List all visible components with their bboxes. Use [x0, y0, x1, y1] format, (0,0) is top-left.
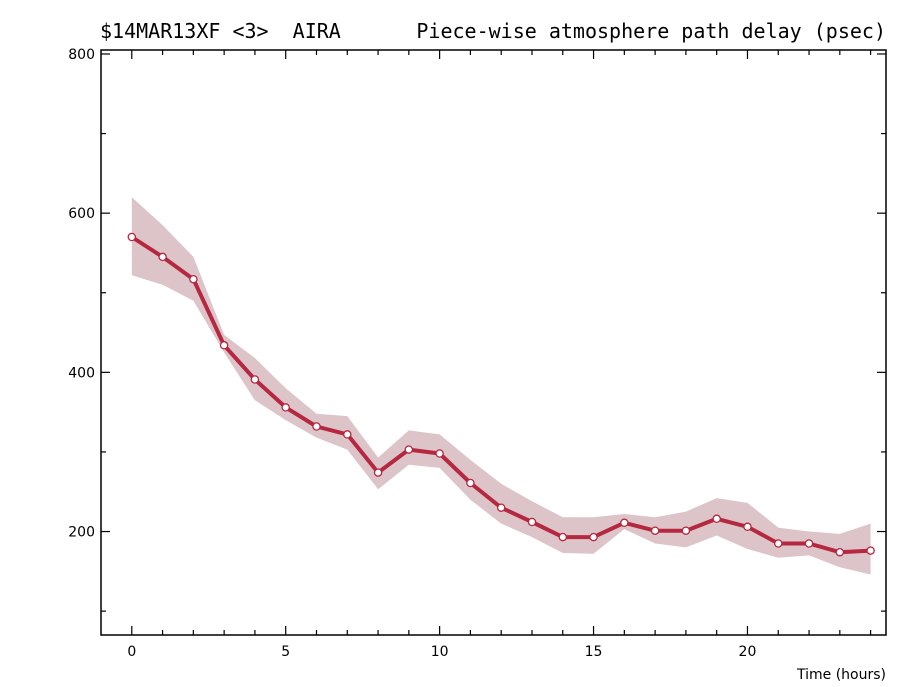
data-point — [866, 546, 875, 555]
data-point — [373, 468, 383, 477]
data-point — [250, 375, 260, 384]
data-point — [804, 539, 814, 548]
x-tick-label: 10 — [431, 644, 449, 660]
y-tick-label: 400 — [68, 365, 95, 381]
data-point — [774, 539, 783, 548]
data-point — [312, 422, 321, 431]
data-point — [558, 532, 568, 542]
y-tick-label: 200 — [68, 525, 95, 541]
axis-ticks: 0 5 10 15 20 200 400 600 800 — [68, 47, 886, 660]
data-point — [620, 518, 629, 528]
data-point — [343, 430, 352, 439]
data-point — [496, 503, 506, 512]
chart-title: Piece-wise atmosphere path delay (psec) — [416, 19, 886, 43]
y-tick-label: 600 — [68, 206, 95, 222]
data-point — [158, 252, 167, 262]
data-point — [435, 449, 444, 458]
confidence-band — [131, 197, 871, 575]
data-point — [712, 514, 721, 524]
plot-frame — [100, 49, 887, 636]
data-point — [219, 341, 229, 350]
data-point — [281, 403, 290, 412]
data-point — [589, 532, 598, 542]
data-point-layer — [127, 232, 875, 557]
data-point — [466, 478, 475, 488]
data-point — [527, 517, 537, 527]
data-point — [127, 232, 137, 242]
x-tick-label: 0 — [127, 644, 136, 660]
data-point — [835, 547, 845, 557]
data-point — [404, 445, 414, 454]
x-tick-label: 20 — [739, 644, 757, 660]
data-point — [189, 274, 198, 284]
y-tick-label: 800 — [68, 47, 95, 63]
x-tick-label: 15 — [585, 644, 603, 660]
confidence-band-layer — [131, 197, 871, 575]
data-point — [743, 522, 752, 532]
x-tick-label: 5 — [281, 644, 290, 660]
data-point — [681, 526, 691, 535]
data-point — [650, 526, 660, 535]
x-axis-label: Time (hours) — [796, 667, 886, 683]
chart-header-left: $14MAR13XF <3> AIRA — [100, 19, 341, 43]
